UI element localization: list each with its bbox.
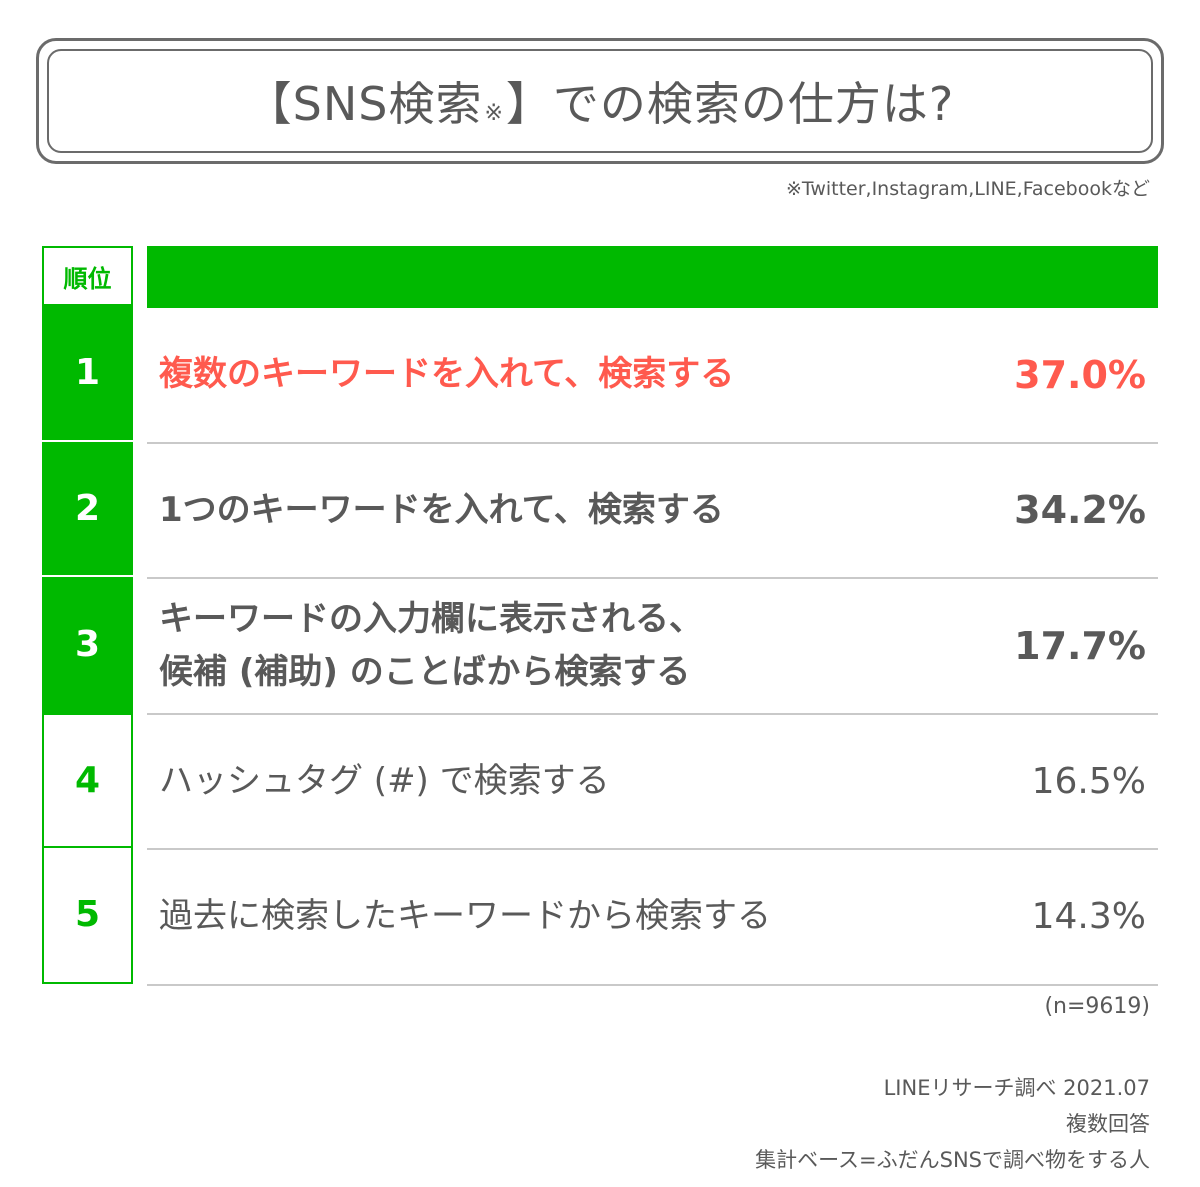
title-prefix: 【SNS検索 [245, 77, 483, 131]
row-label: 1つのキーワードを入れて、検索する [159, 484, 724, 537]
row-value: 34.2% [1014, 488, 1146, 533]
title-note-mark: ※ [484, 101, 504, 126]
source-line: 集計ベース=ふだんSNSで調べ物をする人 [755, 1148, 1150, 1172]
row-value: 14.3% [1031, 896, 1146, 938]
sample-size: (n=9619) [1044, 994, 1150, 1019]
page-title: 【SNS検索※】での検索の仕方は? [246, 68, 955, 134]
row-label: 過去に検索したキーワードから検索する [159, 890, 771, 943]
row-label-line: 1つのキーワードを入れて、検索する [159, 489, 724, 530]
row-label-line: 候補 (補助) のことばから検索する [159, 651, 691, 692]
ranking-table: 複数のキーワードを入れて、検索する 37.0% 1つのキーワードを入れて、検索す… [147, 308, 1158, 986]
table-row: ハッシュタグ (#) で検索する 16.5% [147, 715, 1158, 850]
sns-note: ※Twitter,Instagram,LINE,Facebookなど [785, 178, 1150, 200]
table-header-bar [147, 246, 1158, 308]
source-line: 複数回答 [1066, 1112, 1150, 1136]
rank-cell: 2 [42, 441, 133, 577]
row-value: 37.0% [1014, 352, 1146, 397]
table-row: 過去に検索したキーワードから検索する 14.3% [147, 850, 1158, 986]
row-value: 16.5% [1031, 760, 1146, 802]
row-value: 17.7% [1014, 623, 1146, 668]
rank-cell: 1 [42, 306, 133, 442]
source-block: LINEリサーチ調べ 2021.07 複数回答 集計ベース=ふだんSNSで調べ物… [755, 1070, 1150, 1178]
table-row: 複数のキーワードを入れて、検索する 37.0% [147, 308, 1158, 444]
rank-cell: 3 [42, 577, 133, 713]
rank-header: 順位 [42, 246, 133, 306]
row-label-line: キーワードの入力欄に表示される、 [159, 599, 703, 640]
title-box: 【SNS検索※】での検索の仕方は? [36, 38, 1164, 164]
rank-cell: 5 [42, 848, 133, 984]
row-label-line: 過去に検索したキーワードから検索する [159, 896, 771, 937]
row-label-line: 複数のキーワードを入れて、検索する [159, 354, 735, 395]
source-line: LINEリサーチ調べ 2021.07 [883, 1076, 1150, 1100]
row-label: キーワードの入力欄に表示される、 候補 (補助) のことばから検索する [159, 593, 703, 698]
table-row: キーワードの入力欄に表示される、 候補 (補助) のことばから検索する 17.7… [147, 579, 1158, 715]
row-label: 複数のキーワードを入れて、検索する [159, 348, 734, 401]
title-frame: 【SNS検索※】での検索の仕方は? [47, 49, 1153, 153]
title-suffix: 】での検索の仕方は? [505, 77, 955, 131]
row-label: ハッシュタグ (#) で検索する [159, 755, 610, 808]
rank-column: 順位 1 2 3 4 5 [42, 246, 133, 984]
row-label-line: ハッシュタグ (#) で検索する [159, 760, 610, 801]
rank-cell: 4 [42, 712, 133, 848]
table-row: 1つのキーワードを入れて、検索する 34.2% [147, 444, 1158, 579]
